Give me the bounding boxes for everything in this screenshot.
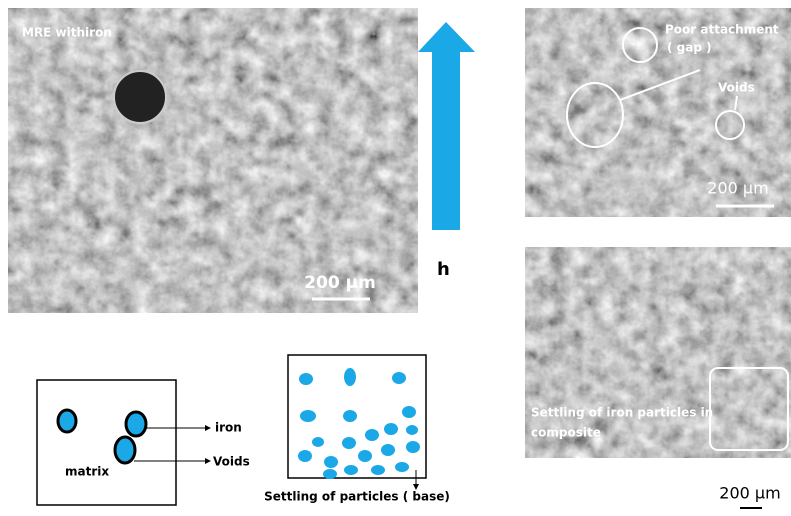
arrow-label: h (437, 259, 450, 280)
sem-image-bottom-right: Settling of iron particles in composite (525, 247, 791, 458)
annotation: Poor attachment (665, 23, 779, 37)
scale-label: 200 µm (707, 179, 768, 198)
scale-label: 200 µm (304, 273, 376, 293)
schematic-label: Voids (213, 455, 250, 469)
annotation: Voids (718, 81, 755, 95)
panel-label: MRE withiron (22, 26, 112, 40)
settling-schematic (288, 355, 426, 490)
annotation: ( gap ) (667, 41, 712, 55)
sem-image-top-right: Poor attachment ( gap ) Voids 200 µm (525, 8, 791, 217)
caption: Settling of particles ( base) (264, 490, 450, 504)
schematic-label: matrix (65, 465, 109, 479)
schematic-label: iron (215, 421, 242, 435)
annotation: composite (531, 426, 601, 440)
figure: MRE withiron 200 µm h Poor attachment ( … (0, 0, 791, 512)
height-arrow (418, 22, 475, 230)
schematic: iron Voids matrix (37, 380, 250, 505)
sem-image-left: MRE withiron 200 µm (8, 8, 418, 313)
annotation: Settling of iron particles in (531, 406, 713, 420)
scale-label: 200 µm (719, 484, 780, 503)
